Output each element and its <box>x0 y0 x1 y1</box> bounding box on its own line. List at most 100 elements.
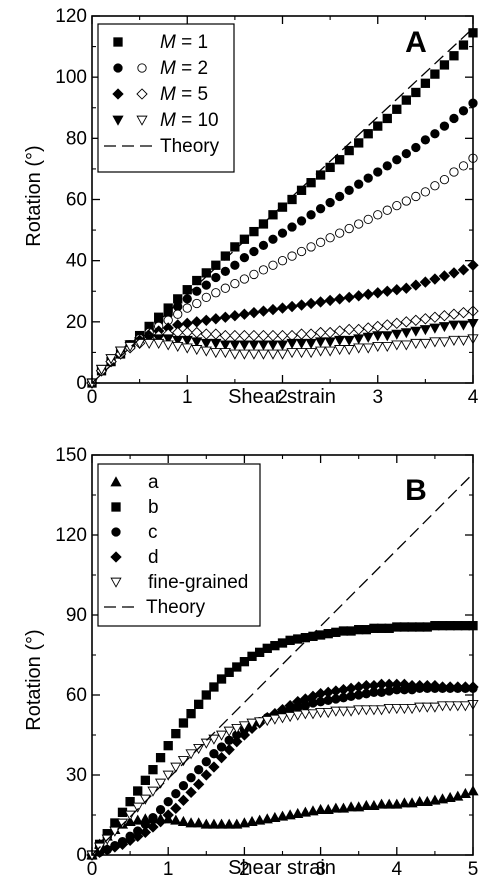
panel-b-series-3-point <box>200 769 212 781</box>
panel-b-legend-entry: d <box>110 547 159 568</box>
panel-a-series-5-point <box>295 338 308 349</box>
panel-a-series-4-point <box>276 329 289 342</box>
panel-a-series-1-point <box>344 185 354 195</box>
panel-a-series-6-point <box>172 341 184 353</box>
panel-a-series-0-point <box>296 185 307 195</box>
panel-b-series-3-point <box>436 681 449 693</box>
panel-b: 0 1 2 3 4 5 0 30 60 90 120 150 Shear strain Rotatio… <box>23 445 479 878</box>
panel-a-series-2-point <box>401 196 411 206</box>
panel-b-x-tick-label: 0 <box>87 859 98 878</box>
panel-a-series-5-point <box>334 335 346 346</box>
panel-a-series-3-point <box>305 297 317 310</box>
panel-b-series-4-point <box>215 730 228 741</box>
panel-a-series-0-point <box>287 194 297 205</box>
panel-a-series-5-point <box>286 338 298 349</box>
panel-b-series-1-point <box>407 622 417 632</box>
panel-a-series-1-point <box>430 129 440 139</box>
panel-b-letter: B <box>405 474 427 507</box>
panel-b-legend-label: b <box>148 497 159 518</box>
panel-a-series-0-point <box>354 138 364 148</box>
panel-b-y-tick-label: 150 <box>55 445 87 466</box>
panel-a-series-1-point <box>268 234 278 244</box>
panel-a-series-0-point <box>173 294 183 304</box>
panel-b-series-3-point <box>398 678 411 691</box>
panel-b-series-4-point <box>429 702 441 713</box>
panel-a-series-4-point <box>391 317 403 330</box>
panel-a-series-0-point <box>373 121 383 131</box>
panel-a-series-4-point <box>410 314 422 326</box>
panel-a-series-4-point <box>210 328 222 340</box>
panel-b-series-3-point <box>132 830 144 843</box>
panel-a-series-3-point <box>210 313 222 325</box>
panel-b-series-1-point <box>216 674 227 684</box>
panel-a-series-5-point <box>457 320 470 331</box>
panel-a-series-6-point <box>257 349 270 360</box>
panel-a-series-2-point <box>306 242 316 252</box>
panel-b-series-0-point <box>421 795 433 806</box>
panel-b-series-0-point <box>132 814 144 825</box>
panel-a-series-2-point <box>249 269 259 280</box>
panel-a-series-2-point <box>449 167 459 177</box>
panel-b-series-4-point <box>436 701 449 712</box>
panel-a-series-2-point <box>258 265 269 275</box>
panel-b-series-1-point <box>277 638 288 648</box>
panel-a-series-6-point <box>143 338 155 349</box>
panel-b-series-3-point <box>383 678 395 691</box>
panel-b-series-1-point <box>354 625 364 635</box>
panel-a-series-4-point <box>219 329 232 342</box>
panel-b-series-4-point <box>132 802 144 813</box>
panel-b-series-4-point <box>223 726 235 737</box>
panel-a-series-6-point <box>181 343 193 354</box>
panel-b-series-4-point <box>276 713 289 724</box>
panel-a-legend-variable: M <box>160 32 176 53</box>
panel-b-series-1-point <box>133 786 143 796</box>
panel-a-series-4-point <box>333 325 346 337</box>
panel-b-series-4-point <box>398 704 411 715</box>
panel-a-series-3-point <box>267 303 279 316</box>
panel-b-series-0-point <box>436 793 449 804</box>
panel-a-series-4-point <box>400 316 413 328</box>
panel-b-series-1-point <box>338 626 349 636</box>
panel-b-legend-label: Theory <box>146 597 206 618</box>
panel-a-series-6-point <box>248 349 260 360</box>
panel-a-series-4-point <box>429 311 441 323</box>
panel-a-series-0-point <box>392 104 402 114</box>
panel-a-legend-value: = 1 <box>176 32 208 53</box>
panel-a-series-2-point <box>201 292 211 303</box>
panel-b-series-4-point <box>421 702 433 713</box>
panel-a-series-6-point <box>391 340 403 351</box>
panel-a-series-5-point <box>315 337 327 348</box>
panel-b-series-0-point <box>269 811 281 822</box>
panel-b-x-tick-label: 3 <box>315 859 326 878</box>
panel-a-series-5-point <box>229 340 241 351</box>
panel-b-series-0-point <box>170 814 182 825</box>
panel-b-series-3-point <box>208 761 220 773</box>
panel-b-series-4-point <box>185 749 197 760</box>
panel-a-series-5-point <box>248 340 260 351</box>
panel-b-series-0-point <box>391 798 403 809</box>
panel-a-series-1-point <box>277 228 288 238</box>
panel-b-series-3-point <box>406 679 418 692</box>
panel-a-series-5-point <box>162 334 174 345</box>
panel-b-series-0-point <box>353 801 365 812</box>
panel-a-series-6-point <box>295 348 308 359</box>
panel-b-legend-marker <box>111 527 121 537</box>
panel-b-series-4-point <box>345 706 357 717</box>
panel-a-series-3-point <box>343 291 355 304</box>
panel-b-series-2-point <box>178 781 189 791</box>
panel-a-series-5-point <box>257 340 270 351</box>
panel-b-legend-marker <box>110 476 122 487</box>
panel-b-series-0-point <box>322 803 334 814</box>
panel-a-series-4-point <box>200 328 212 340</box>
panel-b-series-4-point <box>315 708 327 719</box>
panel-b-series-3-point <box>231 735 243 748</box>
panel-a-legend-value: = 2 <box>176 58 208 79</box>
panel-b-series-3-point <box>284 699 296 712</box>
panel-a-series-0-point <box>420 78 431 88</box>
panel-a-series-0-point <box>411 87 421 98</box>
panel-a-series-4-point <box>229 329 241 342</box>
panel-a-series-1-point <box>325 197 335 208</box>
panel-b-series-3-point <box>375 678 388 691</box>
